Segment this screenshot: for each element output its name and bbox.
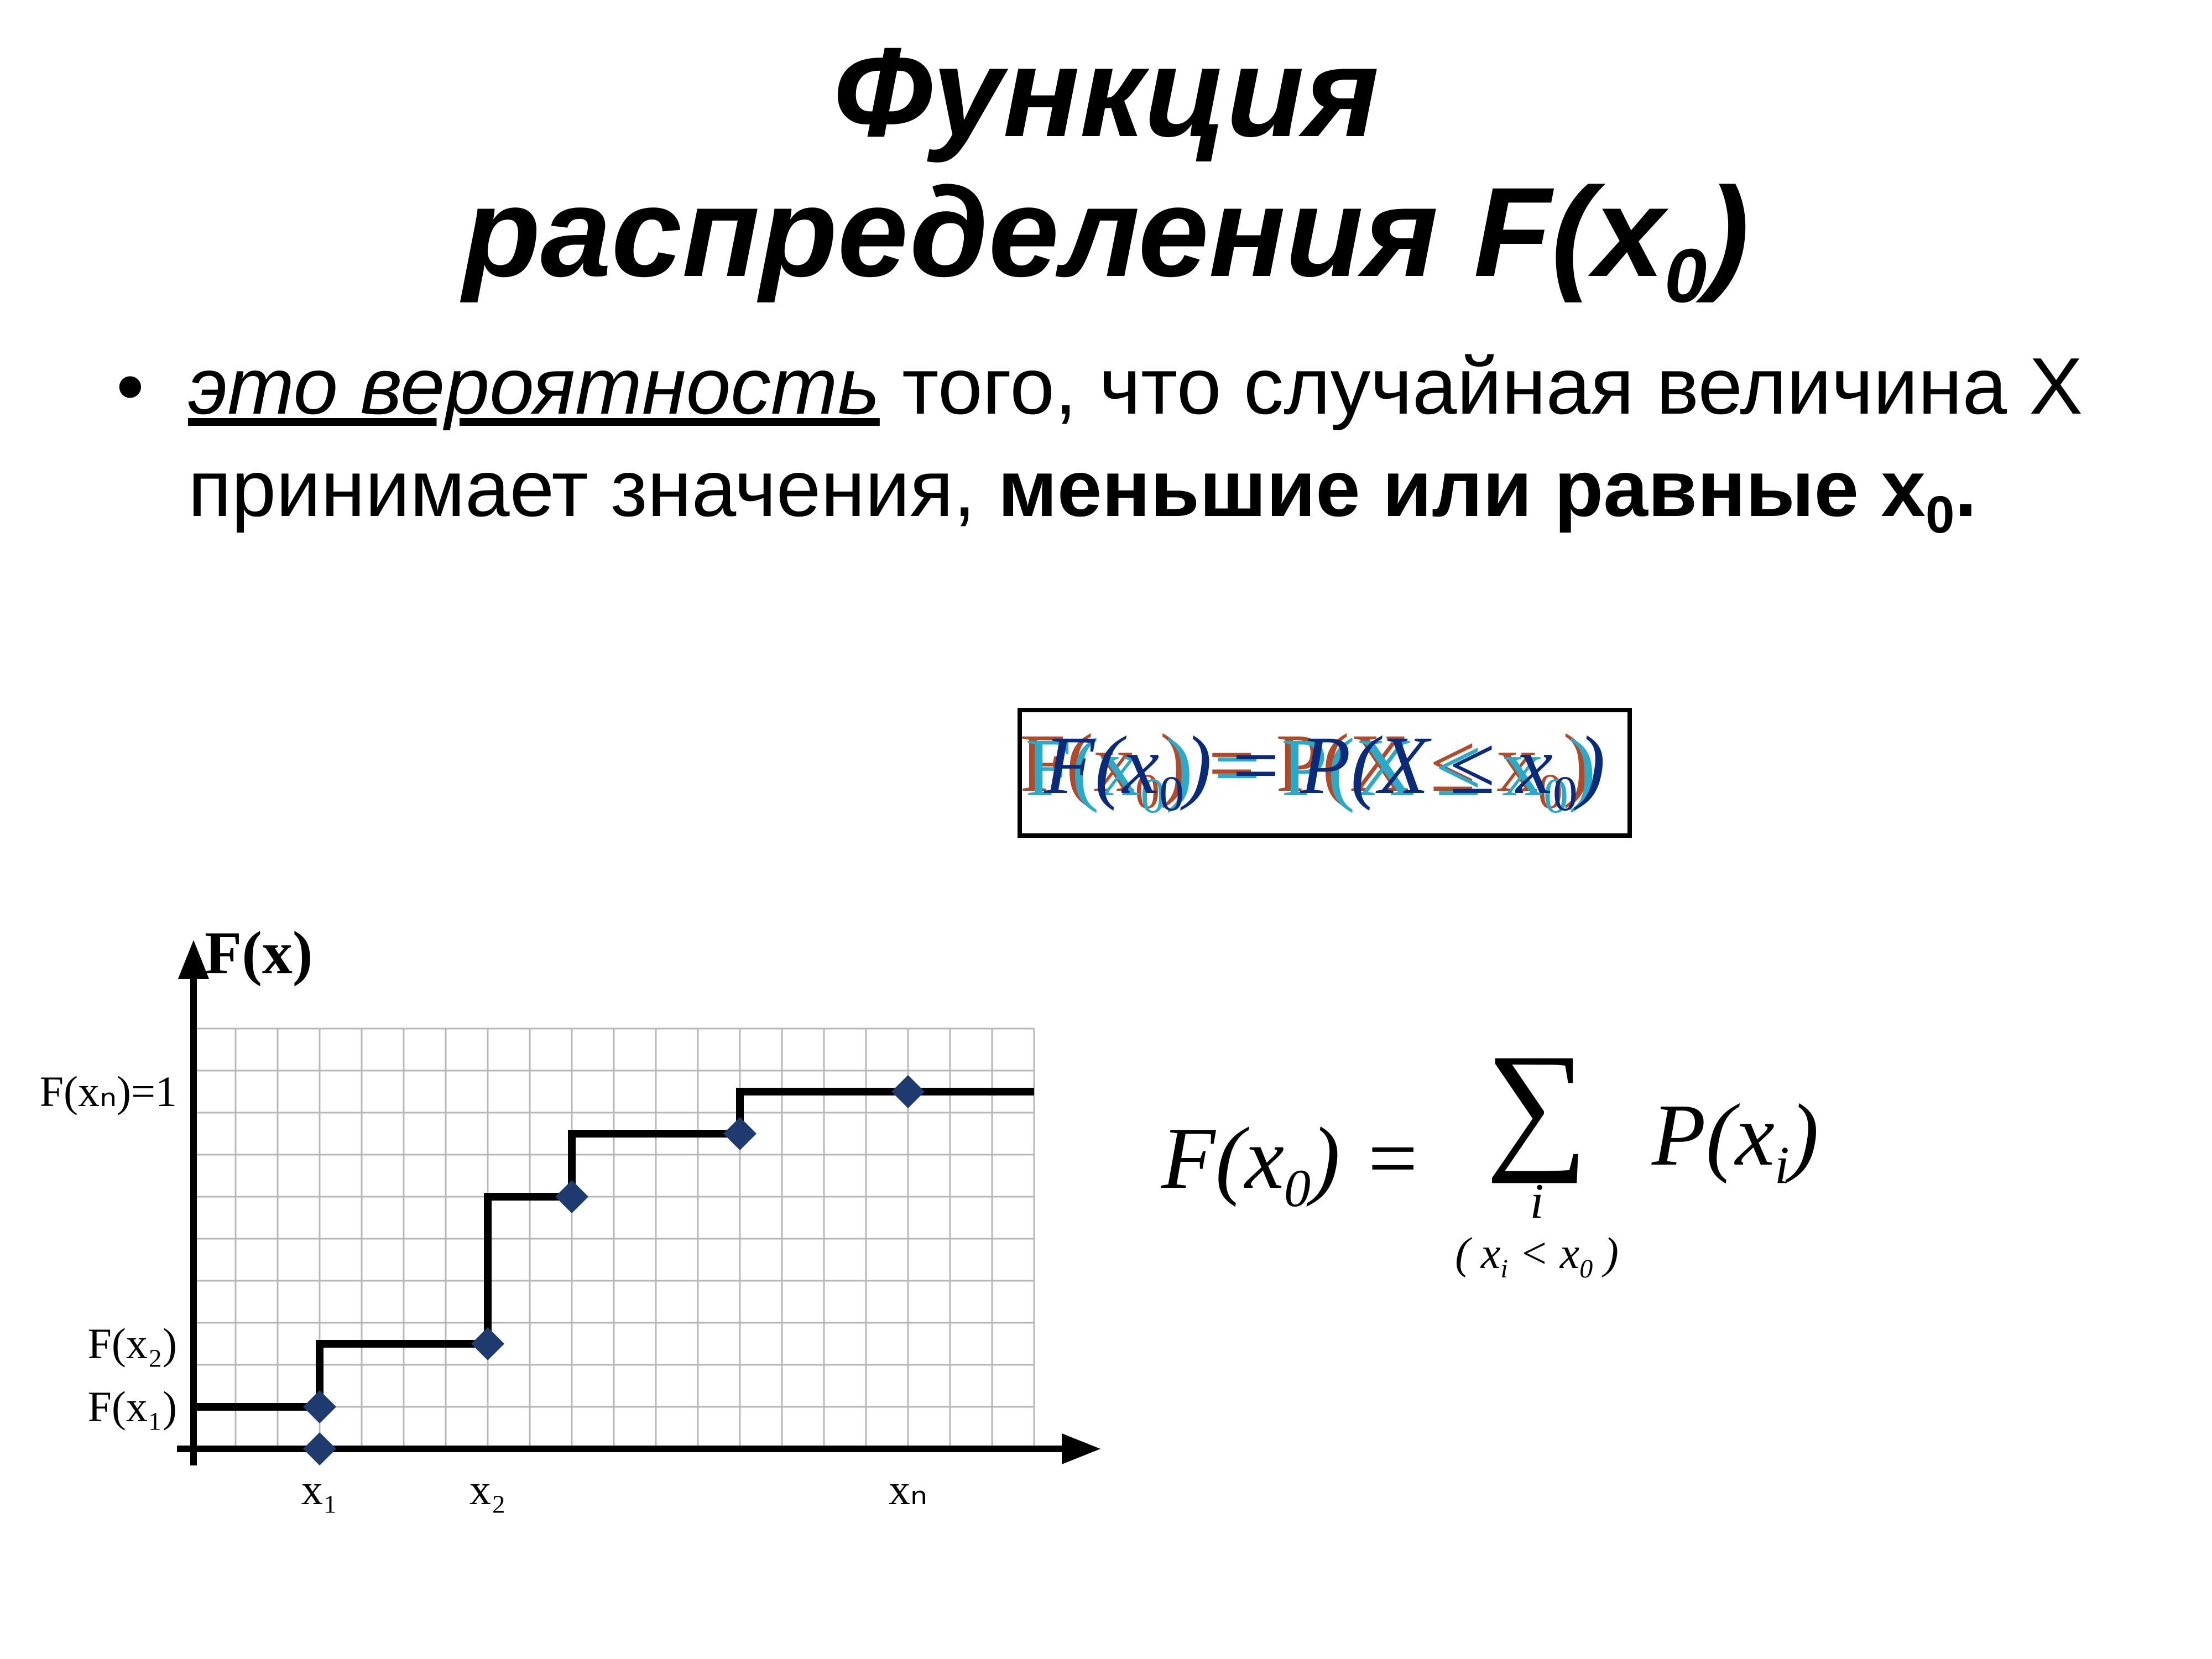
slide-root: Функция распределения F(x0) это вероятно… [0, 0, 2212, 1659]
f2-lhs-f: F(x [1161, 1109, 1284, 1207]
bullet-bold-text: меньшие или равные x [998, 444, 1926, 533]
formula-main: F(x0) = P(X ≤ x0) [1044, 719, 1605, 811]
bullet-dot: . [1954, 444, 1976, 533]
svg-text:F(x₁): F(x₁) [87, 1383, 177, 1431]
slide-title: Функция распределения F(x0) [66, 22, 2146, 319]
svg-text:F(x₂): F(x₂) [87, 1319, 177, 1368]
f2-lhs-close: ) = [1311, 1109, 1444, 1207]
svg-text:F(xₙ)=1: F(xₙ)=1 [40, 1067, 177, 1115]
cdf-step-chart: F(x) F(x₁) F(x₂) F(xₙ)=1 x₁ x₂ xₙ [22, 929, 1117, 1626]
f2-cond-0: 0 [1579, 1254, 1593, 1284]
title-suffix: ) [1707, 161, 1749, 303]
title-line2: распределения F(x0) [66, 162, 2146, 319]
svg-text:xₙ: xₙ [889, 1465, 927, 1514]
chart-svg: F(x) F(x₁) F(x₂) F(xₙ)=1 x₁ x₂ xₙ [22, 929, 1117, 1626]
bullet-emph: это вероятность [188, 341, 880, 431]
f2-sum-cond: ( xi < x0 ) [1455, 1229, 1619, 1284]
title-sub: 0 [1665, 233, 1707, 319]
f2-sigma-block: ∑ i ( xi < x0 ) [1455, 1051, 1619, 1284]
title-prefix: распределения [463, 161, 1474, 303]
f2-cond-close: ) [1593, 1229, 1619, 1278]
f2-rhs-sub: i [1775, 1135, 1790, 1194]
bullet-bold: меньшие или равные x0. [998, 444, 1976, 533]
svg-text:F(x): F(x) [205, 929, 312, 987]
f2-sum-index: i [1455, 1174, 1619, 1229]
f2-lhs: F(x0) = [1161, 1109, 1444, 1207]
f2-rhs: P(xi) [1652, 1084, 1819, 1196]
f2-cond-mid: < x [1508, 1229, 1580, 1278]
f2-rhs-close: ) [1790, 1086, 1819, 1184]
definition-bullet: это вероятность того, что случайная вели… [66, 335, 2146, 549]
title-func: F(x [1474, 161, 1665, 303]
f2-lhs-sub: 0 [1284, 1159, 1311, 1218]
f2-rhs-p: P(x [1652, 1086, 1775, 1184]
f2-cond-i: i [1500, 1254, 1507, 1284]
formula-sum: F(x0) = ∑ i ( xi < x0 ) P(xi) [1161, 1051, 1819, 1284]
f2-cond-open: ( x [1455, 1229, 1500, 1278]
title-line1: Функция [66, 22, 2146, 162]
sigma-symbol: ∑ [1485, 1025, 1588, 1184]
formula-box: F(x0) = P(X ≤ x0) F(x0) = P(X ≤ x0) F(x0… [1018, 708, 1632, 838]
bullet-bold-sub: 0 [1926, 486, 1954, 544]
svg-text:x₂: x₂ [469, 1465, 506, 1514]
svg-text:x₁: x₁ [301, 1465, 338, 1514]
